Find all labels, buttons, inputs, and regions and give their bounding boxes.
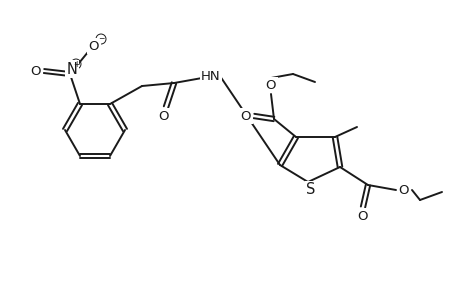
Text: O: O: [31, 64, 41, 77]
Text: O: O: [158, 110, 169, 122]
Text: O: O: [398, 184, 409, 196]
Text: O: O: [240, 110, 251, 122]
Text: N: N: [67, 61, 77, 76]
Text: O: O: [357, 209, 368, 223]
Text: S: S: [306, 182, 315, 197]
Text: HN: HN: [201, 70, 220, 83]
Text: +: +: [73, 59, 79, 68]
Text: O: O: [89, 40, 99, 52]
Text: −: −: [98, 34, 104, 43]
Text: O: O: [265, 79, 276, 92]
